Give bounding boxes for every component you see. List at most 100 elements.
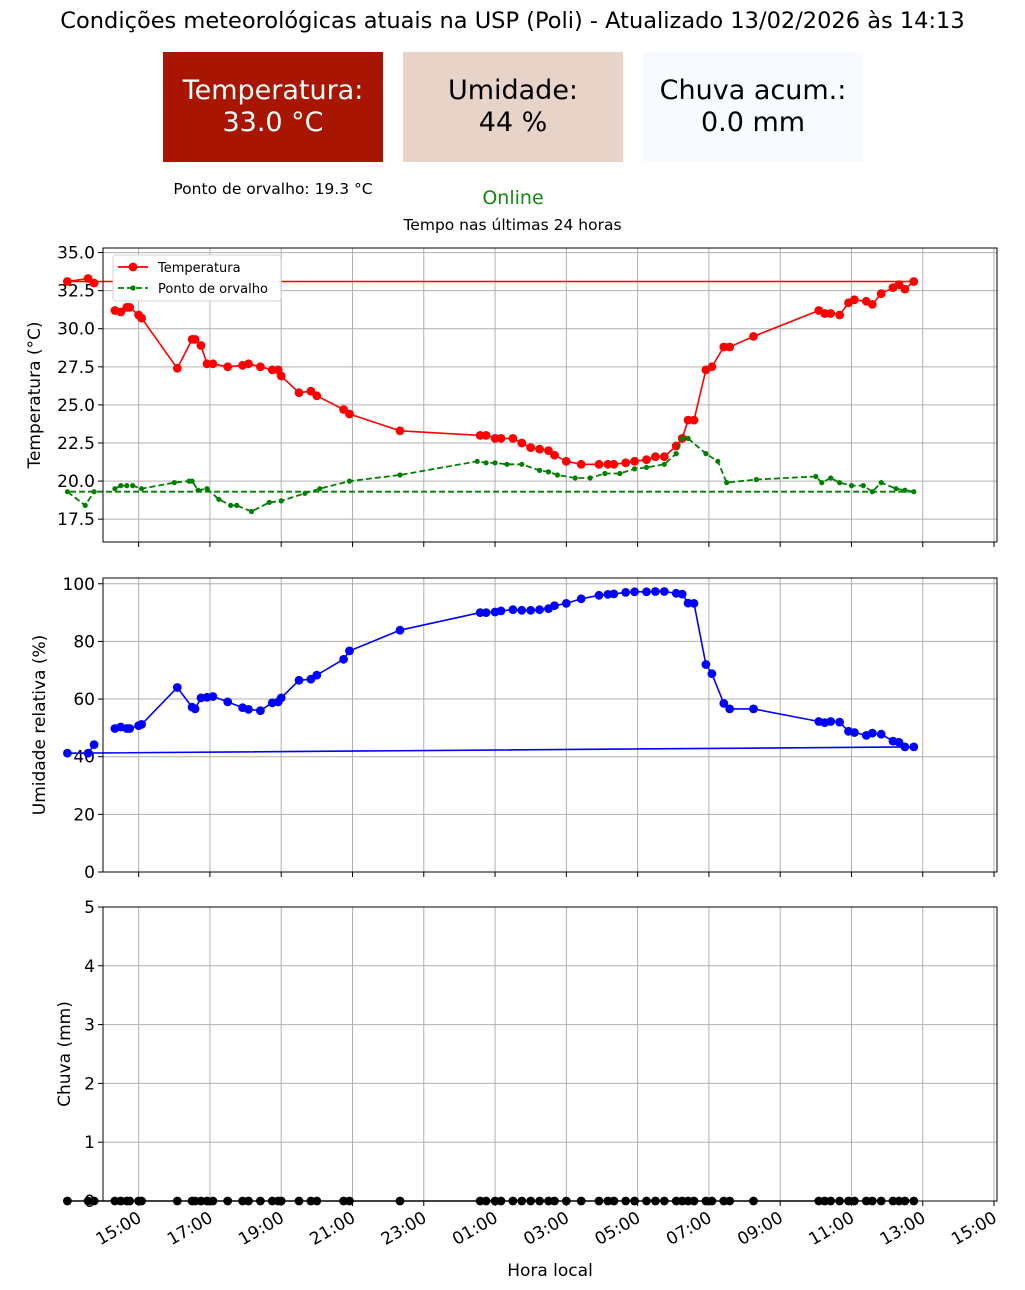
y-tick-label: 17.5	[57, 510, 95, 530]
x-tick-label: 11:00	[806, 1208, 858, 1250]
data-point	[278, 498, 284, 504]
data-point	[256, 362, 265, 372]
data-point	[659, 452, 669, 462]
data-point	[517, 438, 527, 448]
temperature-card: Temperatura: 33.0 °C	[163, 52, 383, 162]
plot-frame	[102, 247, 998, 543]
data-point	[172, 363, 182, 373]
data-point	[223, 362, 233, 372]
series-line	[67, 277, 916, 466]
data-point	[190, 335, 200, 344]
x-tick-label: 19:00	[235, 1208, 287, 1250]
y-tick-label: 32.5	[57, 282, 95, 302]
data-point	[587, 475, 593, 481]
data-point	[481, 608, 491, 617]
temperature-card-label: Temperatura:	[182, 75, 364, 106]
y-tick-label: 60	[73, 690, 95, 710]
data-point	[630, 456, 639, 466]
data-point	[632, 466, 638, 472]
data-point	[317, 486, 323, 492]
x-tick-label: 23:00	[378, 1208, 430, 1250]
data-point	[496, 434, 506, 443]
x-tick-label: 01:00	[449, 1208, 501, 1250]
data-point	[63, 748, 72, 758]
humidity-card: Umidade: 44 %	[403, 52, 623, 162]
data-point	[208, 359, 218, 369]
data-point	[195, 487, 201, 493]
data-point	[749, 332, 758, 341]
data-point	[719, 699, 729, 708]
data-point	[208, 692, 218, 701]
data-point	[685, 435, 691, 441]
data-point	[550, 450, 559, 460]
data-point	[689, 599, 699, 608]
data-point	[496, 606, 506, 616]
data-point	[661, 461, 667, 467]
data-point	[130, 483, 136, 489]
y-tick-label: 35.0	[57, 244, 95, 264]
series-line	[67, 590, 914, 754]
data-point	[189, 478, 195, 484]
y-tick-label: 30.0	[57, 320, 95, 340]
temperature-card-value: 33.0 °C	[222, 107, 324, 138]
data-point	[125, 724, 135, 733]
data-point	[483, 460, 489, 466]
y-tick-label: 27.5	[57, 358, 95, 378]
x-tick-label: 17:00	[164, 1208, 216, 1250]
data-point	[642, 455, 651, 465]
plot-frame	[102, 577, 998, 873]
data-point	[659, 587, 669, 596]
data-point	[707, 669, 717, 679]
data-point	[850, 728, 859, 737]
data-point	[813, 473, 819, 480]
y-tick-label: 22.5	[57, 434, 95, 454]
data-point	[819, 480, 825, 486]
y-tick-label: 4	[84, 957, 95, 977]
legend-label: Ponto de orvalho	[158, 282, 268, 297]
data-point	[576, 459, 586, 469]
y-axis-label: Umidade relativa (%)	[30, 635, 50, 816]
x-axis-label: Hora local	[507, 1261, 593, 1281]
data-point	[256, 706, 265, 715]
legend-marker	[128, 262, 138, 272]
data-point	[312, 670, 322, 680]
data-point	[83, 748, 93, 758]
x-tick-label: 13:00	[877, 1208, 929, 1250]
data-point	[63, 1196, 72, 1206]
data-point	[900, 284, 910, 294]
data-point	[561, 456, 571, 466]
y-axis-label: Chuva (mm)	[55, 1001, 75, 1107]
data-point	[196, 341, 206, 350]
chart-panel-1: 17.5 20.0 22.5 25.0 27.5 30.0 32.5 35.0 Temperat…	[25, 244, 998, 547]
data-point	[630, 587, 639, 597]
data-point	[216, 496, 222, 502]
data-point	[137, 313, 147, 323]
dew-point-text: Ponto de orvalho: 19.3 °C	[173, 180, 373, 198]
data-point	[909, 742, 919, 752]
data-point	[715, 458, 721, 464]
chart-panel-2: 0 20 40 60 80 100 Umidade relativa (%)	[30, 575, 998, 883]
data-point	[545, 469, 552, 475]
data-point	[749, 704, 758, 714]
data-point	[82, 502, 88, 508]
data-point	[837, 480, 843, 486]
data-point	[64, 489, 70, 495]
data-point	[294, 388, 304, 398]
data-point	[679, 435, 685, 441]
data-point	[835, 717, 844, 727]
chart-legend: Temperatura Ponto de orvalho	[112, 254, 282, 302]
data-point	[244, 359, 253, 369]
data-point	[89, 1196, 99, 1206]
data-point	[725, 704, 735, 714]
data-point	[621, 588, 631, 597]
x-tick-label: 05:00	[592, 1208, 644, 1250]
data-point	[504, 461, 510, 467]
data-point	[554, 472, 561, 478]
y-tick-label: 0	[84, 863, 95, 883]
y-tick-label: 20	[73, 805, 95, 825]
x-tick-label: 15:00	[948, 1208, 1000, 1250]
data-point	[112, 486, 118, 492]
data-point	[572, 475, 578, 481]
data-point	[617, 470, 623, 477]
